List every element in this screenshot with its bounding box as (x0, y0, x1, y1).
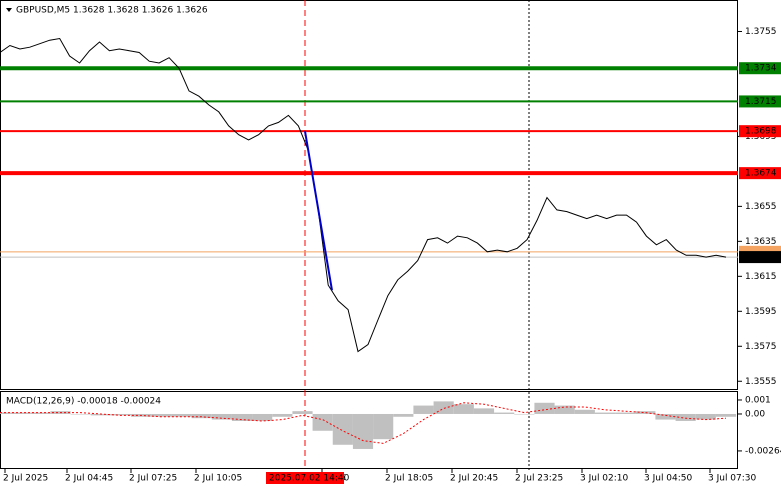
macd-bar (90, 413, 111, 416)
level-label-box (739, 125, 781, 138)
level-label: 1.3734 (745, 64, 777, 74)
macd-bar (70, 413, 91, 415)
macd-bar (352, 413, 374, 449)
macd-bar (231, 413, 253, 421)
macd-bar (615, 412, 636, 414)
macd-bar (292, 411, 313, 414)
macd-bar (514, 413, 535, 415)
x-tick-label: 3 Jul 04:50 (644, 474, 693, 484)
y-tick-label: 1.3555 (745, 377, 777, 387)
macd-tick-label: 0.001 (745, 395, 771, 405)
level-label-box (739, 167, 781, 180)
chart-title: GBPUSD,M5 1.3628 1.3628 1.3626 1.3626 (16, 6, 208, 16)
macd-bar (635, 411, 656, 414)
macd-bar (10, 412, 31, 414)
macd-bar (0, 412, 11, 414)
macd-bar (675, 413, 696, 421)
x-tick-label: 2 Jul 18:05 (385, 474, 433, 484)
macd-bar (332, 413, 353, 445)
price-line (0, 37, 727, 353)
current-price-label: 1.3626 (745, 253, 777, 263)
level-label: 1.3698 (745, 127, 777, 137)
x-tick-label: 2 Jul 23:25 (515, 474, 563, 484)
macd-bar (594, 412, 616, 414)
x-tick-label: 3 Jul 07:30 (708, 474, 757, 484)
macd-bar (30, 412, 51, 414)
level-label-box (739, 95, 781, 108)
macd-bar (211, 413, 232, 420)
macd-tick-label: 0.00 (745, 409, 765, 419)
x-tick-label: 2 Jul 04:45 (65, 474, 113, 484)
x-tick-label: 2 Jul 10:05 (194, 474, 242, 484)
header-arrow (6, 8, 12, 12)
macd-signal (0, 402, 727, 444)
level-label: 1.3674 (745, 169, 777, 179)
macd-bar (534, 402, 555, 414)
macd-bar (574, 409, 595, 414)
macd-bar (191, 413, 212, 419)
macd-bar (494, 412, 515, 414)
macd-bar (695, 413, 716, 420)
level-label: 1.3715 (745, 97, 777, 107)
price-panel-frame (0, 0, 738, 390)
y-tick-label: 1.3575 (745, 342, 777, 352)
level-label-box (739, 62, 781, 75)
y-tick-label: 1.3755 (745, 27, 777, 37)
trend-line (304, 130, 333, 291)
macd-bar (373, 413, 394, 440)
x-tick-label: 2 Jul 2025 (3, 474, 48, 484)
macd-bar (312, 413, 333, 431)
macd-title: MACD(12,26,9) -0.00018 -0.00024 (6, 397, 161, 407)
macd-bar (151, 413, 172, 417)
macd-bar (272, 413, 293, 417)
macd-bar (393, 413, 414, 417)
x-tick-label: 2 Jul 07:25 (129, 474, 177, 484)
macd-bar (473, 408, 495, 414)
y-tick-label: 1.3655 (745, 202, 777, 212)
macd-bar (453, 404, 474, 414)
y-tick-label: 1.3635 (745, 237, 777, 247)
macd-bar (655, 413, 676, 420)
macd-bar (433, 401, 454, 414)
macd-bar (252, 413, 273, 421)
y-tick-label: 1.3615 (745, 272, 777, 282)
macd-panel-frame (0, 391, 738, 469)
macd-bar (554, 405, 575, 414)
current-price-box (739, 251, 781, 264)
time-marker-box (266, 472, 344, 484)
x-tick-label: 3 Jul 02:10 (580, 474, 629, 484)
macd-bar (413, 405, 434, 414)
time-marker-label: 2025.07.02 14:40 (269, 474, 350, 484)
y-tick-label: 1.3595 (745, 307, 777, 317)
macd-bar (110, 413, 132, 416)
ask-label-box (739, 245, 781, 255)
macd-tick-label: -0.00264 (745, 446, 781, 456)
macd-bar (171, 413, 192, 417)
x-tick-label: 2 Jul 20:45 (450, 474, 498, 484)
macd-bar (715, 413, 737, 417)
